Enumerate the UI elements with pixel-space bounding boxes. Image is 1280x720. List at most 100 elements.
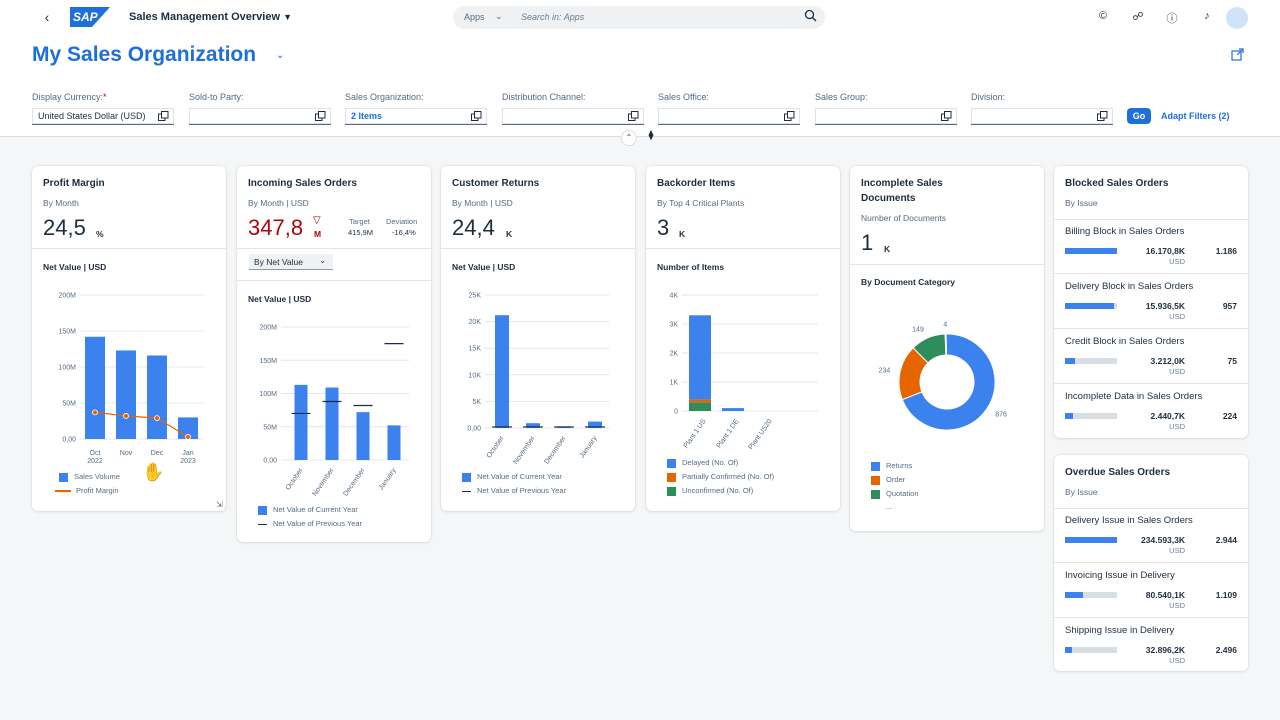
card-title[interactable]: Customer Returns <box>452 178 540 189</box>
page-title[interactable]: My Sales Organization <box>32 43 257 66</box>
document-category-donut[interactable]: 876 234 149 4 <box>850 316 1044 446</box>
x-tick-label: January <box>378 467 398 492</box>
card-title[interactable]: Backorder Items <box>657 178 736 189</box>
item-label: Credit Block in Sales Orders <box>1065 336 1185 347</box>
pin-icon[interactable]: ⧫ <box>648 130 654 141</box>
list-item[interactable]: Shipping Issue in Delivery 32.896,2K USD 2.… <box>1065 625 1237 665</box>
filter-input[interactable]: 2 Items <box>345 108 487 125</box>
card-title[interactable]: Incomplete Sales <box>861 178 943 189</box>
section-title: By Document Category <box>861 277 955 287</box>
legend-item[interactable]: Net Value of Previous Year <box>258 519 362 528</box>
legend-item[interactable]: Returns <box>871 461 912 471</box>
card-backorder-items[interactable]: Backorder Items By Top 4 Critical Plants… <box>646 166 840 511</box>
value-help-icon[interactable] <box>784 111 795 121</box>
divider <box>441 248 635 249</box>
share-icon[interactable] <box>1231 48 1244 61</box>
back-arrow-icon[interactable]: ‹ <box>44 9 50 25</box>
legend-item[interactable]: Profit Margin <box>55 486 119 495</box>
legend-item[interactable]: Sales Volume <box>59 472 120 482</box>
value-help-icon[interactable] <box>628 111 639 121</box>
divider <box>850 264 1044 265</box>
filter-input[interactable] <box>815 108 957 125</box>
card-customer-returns[interactable]: Customer Returns By Month | USD 24,4 K N… <box>441 166 635 511</box>
list-item[interactable]: Delivery Issue in Sales Orders 234.593,3K… <box>1065 515 1237 555</box>
list-item[interactable]: Billing Block in Sales Orders 16.170,8K US… <box>1065 226 1237 266</box>
legend-item[interactable]: Partially Confirmed (No. Of) <box>667 472 774 482</box>
kpi-unit: K <box>884 244 891 254</box>
collapse-header-icon[interactable]: ⌃ <box>621 130 637 146</box>
go-button[interactable]: Go <box>1127 108 1151 124</box>
card-incoming-sales-orders[interactable]: Incoming Sales Orders By Month | USD 347… <box>237 166 431 542</box>
incoming-sales-chart[interactable]: 0,00 50M 100M 150M 200M October November Decemb… <box>237 316 431 501</box>
legend-label: Net Value of Current Year <box>477 472 562 481</box>
x-tick-label: Jan <box>182 450 193 457</box>
legend-item[interactable]: Quotation <box>871 489 919 499</box>
card-title-line2[interactable]: Documents <box>861 193 916 204</box>
customer-returns-chart[interactable]: 0,00 5K 10K 15K 20K 25K October November Decembe… <box>441 284 635 469</box>
legend-item[interactable]: Unconfirmed (No. Of) <box>667 486 753 496</box>
avatar[interactable] <box>1226 7 1248 29</box>
list-item[interactable]: Incomplete Data in Sales Orders 2.440,7K U… <box>1065 391 1237 431</box>
legend-item[interactable]: Delayed (No. Of) <box>667 458 738 468</box>
legend-item[interactable]: Net Value of Current Year <box>462 472 562 482</box>
data-label: 4 <box>943 322 947 329</box>
filter-input[interactable] <box>502 108 644 125</box>
legend-item[interactable]: Net Value of Previous Year <box>462 486 566 495</box>
card-blocked-sales-orders[interactable]: Blocked Sales Orders By Issue Billing Bl… <box>1054 166 1248 438</box>
backorder-items-chart[interactable]: 0 1K 2K 3K 4K Plant 1 US Plant 1 DE Plant US20 <box>646 284 840 454</box>
search-field[interactable]: Apps ⌄ Search in: Apps <box>453 6 825 29</box>
divider <box>1054 508 1248 509</box>
progress-bar <box>1065 647 1117 653</box>
kpi-value: 1 <box>861 230 874 255</box>
y-tick-label: 150M <box>259 358 277 365</box>
x-tick-label: Plant 1 DE <box>716 418 741 450</box>
chevron-down-icon[interactable]: ⌄ <box>276 50 285 61</box>
filter-input[interactable]: United States Dollar (USD) <box>32 108 174 125</box>
item-count: 75 <box>1227 356 1237 366</box>
donut-slice <box>944 333 947 356</box>
search-scope[interactable]: Apps <box>464 12 485 22</box>
search-icon[interactable] <box>804 9 817 22</box>
kpi-unit: K <box>679 229 686 239</box>
progress-fill <box>1065 537 1117 543</box>
card-title[interactable]: Incoming Sales Orders <box>248 178 357 189</box>
filter-input[interactable] <box>658 108 800 125</box>
app-title-menu[interactable]: Sales Management Overview ▼ <box>129 11 292 23</box>
help-icon[interactable]: ⓘ <box>1166 13 1178 25</box>
resize-handle-icon[interactable]: ⇲ <box>216 500 223 509</box>
y-tick-label: 25K <box>469 293 482 300</box>
card-subtitle: By Top 4 Critical Plants <box>657 198 745 208</box>
value-help-icon[interactable] <box>158 111 169 121</box>
card-overdue-sales-orders[interactable]: Overdue Sales Orders By Issue Delivery I… <box>1054 455 1248 671</box>
chevron-down-icon[interactable]: ⌄ <box>495 11 503 21</box>
list-item[interactable]: Invoicing Issue in Delivery 80.540,1K USD 1… <box>1065 570 1237 610</box>
card-incomplete-sales-documents[interactable]: Incomplete Sales Documents Number of Doc… <box>850 166 1044 531</box>
list-item[interactable]: Delivery Block in Sales Orders 15.936,5K U… <box>1065 281 1237 321</box>
value-help-icon[interactable] <box>941 111 952 121</box>
value-help-icon[interactable] <box>1097 111 1108 121</box>
legend-more[interactable]: ... <box>886 502 893 511</box>
legend-swatch <box>59 472 68 482</box>
search-input[interactable]: Search in: Apps <box>521 12 585 22</box>
copilot-icon[interactable]: © <box>1098 10 1108 22</box>
headset-icon[interactable]: ☍ <box>1132 11 1144 23</box>
filter-input[interactable] <box>971 108 1113 125</box>
legend-item[interactable]: Order <box>871 475 905 485</box>
card-title[interactable]: Profit Margin <box>43 178 105 189</box>
filter-input[interactable] <box>189 108 331 125</box>
legend-item[interactable]: Net Value of Current Year <box>258 505 358 515</box>
sort-select[interactable]: By Net Value ⌄ <box>249 254 333 270</box>
card-profit-margin[interactable]: Profit Margin By Month 24,5 % Net Value … <box>32 166 226 511</box>
x-tick-label: Plant 1 US <box>683 418 708 450</box>
legend-label: Returns <box>886 461 913 470</box>
adapt-filters-link[interactable]: Adapt Filters (2) <box>1161 111 1230 121</box>
value-help-icon[interactable] <box>471 111 482 121</box>
value-help-icon[interactable] <box>315 111 326 121</box>
card-title[interactable]: Overdue Sales Orders <box>1065 467 1171 478</box>
trend-down-icon: ▽ <box>313 215 321 226</box>
card-title[interactable]: Blocked Sales Orders <box>1065 178 1169 189</box>
y-tick-label: 20K <box>469 319 482 326</box>
bell-icon[interactable]: ♪ <box>1204 10 1210 22</box>
list-item[interactable]: Credit Block in Sales Orders 3.212,0K USD 7… <box>1065 336 1237 376</box>
